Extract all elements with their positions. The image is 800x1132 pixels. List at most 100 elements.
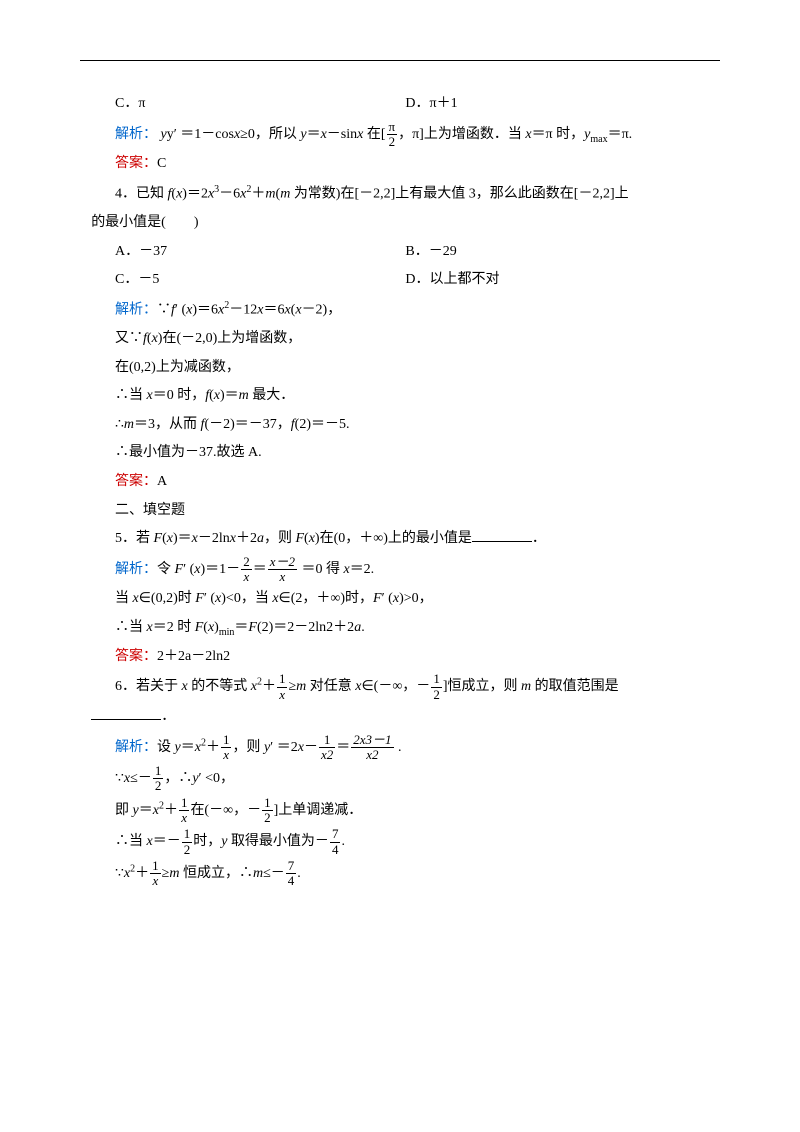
text: F (195, 591, 204, 606)
text: ． (161, 709, 175, 724)
num: 1 (153, 764, 164, 779)
den: x (221, 748, 232, 762)
text: ＋ (135, 866, 149, 881)
fraction: 1x (277, 672, 288, 702)
text: m (253, 866, 263, 881)
text: ＝0 时， (153, 388, 206, 403)
text: )＝1－ (201, 562, 241, 577)
text: F (373, 591, 382, 606)
fraction: 12 (182, 827, 193, 857)
text: . (297, 866, 301, 881)
num: 7 (330, 827, 341, 842)
text: ＋ (262, 679, 276, 694)
q4-stem: 4．已知 f(x)＝2x3－6x2＋m(m 为常数)在[－2,2]上有最大值 3… (80, 180, 720, 208)
text: ′ ＝2 (270, 740, 298, 755)
text: . (361, 620, 365, 635)
text: m (296, 679, 306, 694)
q4-opt-c: C．－5 (115, 267, 405, 294)
q4-opt-b: B．－29 (405, 239, 695, 266)
q6-l5: ∵x2＋1x≥m 恒成立，∴m≤－74. (80, 859, 720, 889)
text: ＝ (234, 620, 248, 635)
den: 4 (330, 843, 341, 857)
fraction: 74 (286, 859, 297, 889)
fraction: 1x2 (319, 733, 335, 763)
text: －12 (229, 302, 257, 317)
q4-answer: 答案：A (80, 469, 720, 496)
text: 设 (157, 740, 175, 755)
text: )＝2 (182, 186, 208, 201)
text: ≤－ (263, 866, 285, 881)
text: )在(0，＋∞)上的最小值是 (315, 531, 472, 546)
q5-l2: 当 x∈(0,2)时 F′ (x)<0，当 x∈(2，＋∞)时，F′ (x)>0… (80, 586, 720, 613)
text: (－2)＝－37， (204, 417, 290, 432)
q3-answer: 答案：C (80, 151, 720, 178)
num: 1 (431, 672, 442, 687)
text: ，则 (232, 740, 264, 755)
q6-stem2: ． (80, 704, 720, 731)
text: ′ <0， (199, 771, 234, 786)
fraction: 1x (150, 859, 161, 889)
q3-opt-d: D．π＋1 (405, 91, 695, 118)
text: ]恒成立，则 (443, 679, 521, 694)
q3-opt-c: C．π (115, 91, 405, 118)
num: x－2 (268, 555, 297, 570)
text: ＋ (206, 740, 220, 755)
blank (472, 527, 532, 542)
q5-answer: 答案：2＋2a－2ln2 (80, 644, 720, 671)
q3-jiexi: 解析： yy′ ＝1－cosx≥0，所以 y＝x－sinx 在[π2，π]上为增… (80, 120, 720, 150)
text: 为常数)在[－2,2]上有最大值 3，那么此函数在[－2,2]上 (290, 186, 628, 201)
q4-opt-d: D．以上都不对 (405, 267, 695, 294)
text: ＝ (307, 127, 321, 142)
text: . (395, 740, 402, 755)
den: x2 (351, 748, 393, 762)
text: (2)＝2－2ln2＋2 (257, 620, 354, 635)
text: 的取值范围是 (531, 679, 619, 694)
q4-options-cd: C．－5 D．以上都不对 (80, 267, 720, 294)
text: 令 (157, 562, 175, 577)
q4-opt-a: A．－37 (115, 239, 405, 266)
num: 7 (286, 859, 297, 874)
text: ′ ( (204, 591, 215, 606)
text: )＝ (220, 388, 239, 403)
text: F (295, 531, 304, 546)
text: ∴当 (115, 834, 147, 849)
text: ≥0，所以 (240, 127, 300, 142)
text: ，π]上为增函数．当 (398, 127, 525, 142)
answer-text: C (157, 156, 166, 171)
text: y′ ＝1－cos (167, 127, 234, 142)
text: －sin (327, 127, 357, 142)
q5-l3: ∴当 x＝2 时 F(x)min＝F(2)＝2－2ln2＋2a. (80, 615, 720, 642)
text: 4．已知 (115, 186, 168, 201)
den: x2 (319, 748, 335, 762)
text: ＋ (164, 803, 178, 818)
text: )＝6 (192, 302, 218, 317)
text: m (239, 388, 249, 403)
fraction: 12 (262, 796, 273, 826)
text: －6 (219, 186, 240, 201)
den: x (268, 570, 297, 584)
text: ]上单调递减． (274, 803, 363, 818)
text: 即 (115, 803, 133, 818)
text: 最大． (249, 388, 295, 403)
text: ＋2 (236, 531, 257, 546)
top-rule (80, 60, 720, 61)
fraction: 1x (179, 796, 190, 826)
text: m (521, 679, 531, 694)
text: ＝ (181, 740, 195, 755)
fraction: 2x (241, 555, 252, 585)
text: m (280, 186, 290, 201)
section-2: 二、填空题 (80, 498, 720, 525)
text: ＝ (253, 562, 267, 577)
q6-l3: 即 y＝x2＋1x在(－∞，－12]上单调递减． (80, 796, 720, 826)
q3-options-cd: C．π D．π＋1 (80, 91, 720, 118)
text: )＝ (173, 531, 192, 546)
q4-l4: ∴当 x＝0 时，f(x)＝m 最大． (80, 383, 720, 410)
text: F (248, 620, 257, 635)
text: ＝3，从而 (134, 417, 201, 432)
text: ∵ (115, 771, 124, 786)
text: 当 (115, 591, 133, 606)
answer-text: 2＋2a－2ln2 (157, 649, 230, 664)
text: F (175, 562, 184, 577)
text: F (195, 620, 204, 635)
den: x (150, 874, 161, 888)
